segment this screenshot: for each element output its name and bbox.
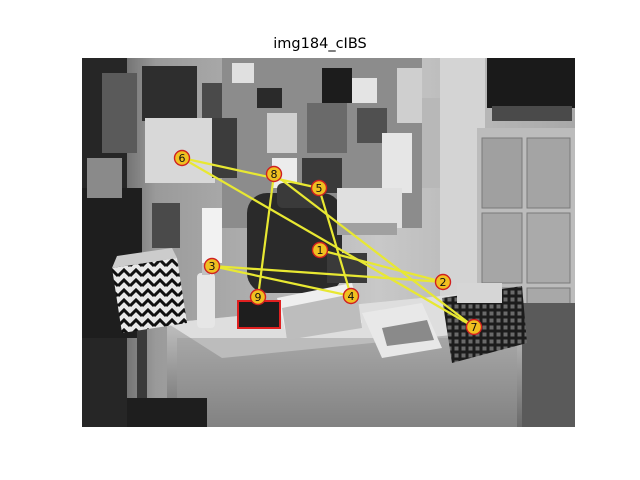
fixation-marker: 6 <box>173 149 191 167</box>
scanpath-segment <box>319 248 444 284</box>
scanpath-segment <box>317 187 353 297</box>
figure-title: img184_cIBS <box>273 36 367 52</box>
fixation-marker: 3 <box>203 257 221 275</box>
fixation-label: 5 <box>316 182 323 195</box>
fixation-label: 7 <box>471 321 478 334</box>
fixation-marker: 1 <box>311 241 329 259</box>
scene-svg: 1 2 3 4 5 6 7 8 9 <box>82 58 575 427</box>
fixation-dot <box>249 288 267 306</box>
fixation-marker: 2 <box>434 273 452 291</box>
fixation-dot <box>465 318 483 336</box>
fixation-dot <box>265 165 283 183</box>
fixation-marker: 4 <box>342 287 360 305</box>
scanpath-segment <box>181 157 475 328</box>
fixation-dot <box>434 273 452 291</box>
scene-background <box>82 58 575 427</box>
scanpath-segment <box>211 264 352 298</box>
fixation-marker: 8 <box>265 165 283 183</box>
fixation-dot <box>311 241 329 259</box>
scanpath-segment <box>273 173 475 328</box>
fixation-marker: 5 <box>310 179 328 197</box>
fixation-label: 9 <box>255 291 262 304</box>
fixation-markers: 1 2 3 4 5 6 7 8 9 <box>173 149 483 336</box>
fixation-dot <box>203 257 221 275</box>
scanpath-segment <box>181 156 320 190</box>
scanpath-segment <box>211 264 444 284</box>
fixation-dot <box>310 179 328 197</box>
fixation-label: 8 <box>271 168 278 181</box>
fixation-dot <box>173 149 191 167</box>
fixation-marker: 7 <box>465 318 483 336</box>
fixation-dot <box>342 287 360 305</box>
scanpath-segment <box>256 173 276 298</box>
scene-photo: 1 2 3 4 5 6 7 8 9 <box>82 58 575 427</box>
fixation-label: 2 <box>440 276 447 289</box>
scanpath <box>181 156 475 328</box>
fixation-label: 3 <box>209 260 216 273</box>
fixation-marker: 9 <box>249 288 267 306</box>
fixation-label: 6 <box>179 152 186 165</box>
fixation-label: 1 <box>317 244 324 257</box>
fixation-label: 4 <box>348 290 355 303</box>
